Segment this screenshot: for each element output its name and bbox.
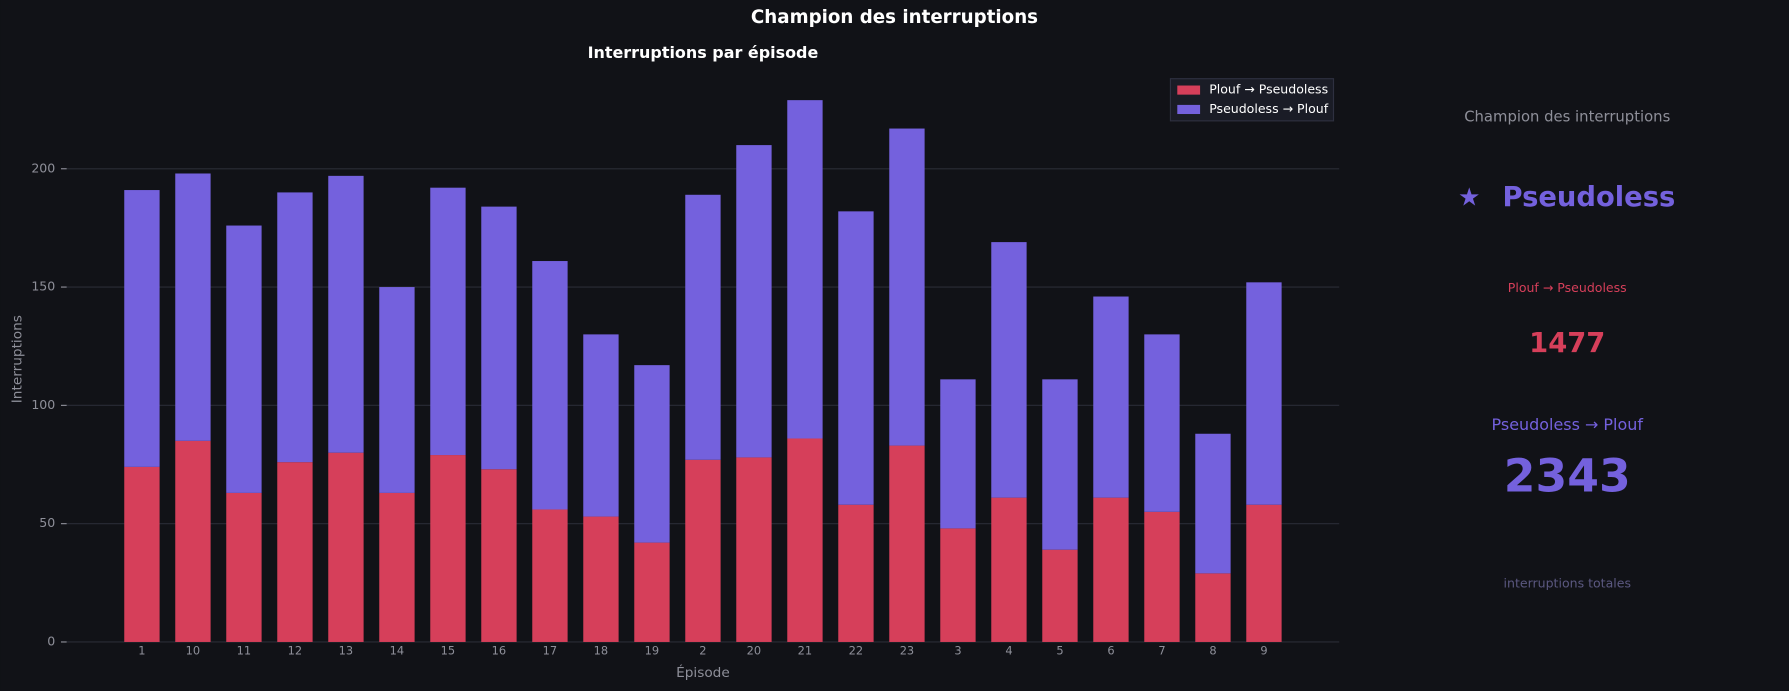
bar-segment xyxy=(532,261,568,510)
x-tick-label: 3 xyxy=(954,644,961,658)
x-tick-label: 2 xyxy=(699,644,706,658)
bar-segment xyxy=(481,469,517,642)
x-tick-label: 23 xyxy=(900,644,915,658)
panel-title: Champion des interruptions xyxy=(1464,108,1670,125)
bar-segment xyxy=(1246,504,1282,642)
bar-segment xyxy=(430,187,466,456)
bar-segment xyxy=(328,452,364,642)
bar-segment xyxy=(1093,497,1129,642)
x-tick-label: 21 xyxy=(798,644,813,658)
legend: Plouf → Pseudoless Pseudoless → Plouf xyxy=(1169,78,1335,122)
bar-segment xyxy=(685,459,721,642)
bar-segment xyxy=(940,379,976,529)
x-tick-label: 17 xyxy=(543,644,557,658)
x-axis-label: Épisode xyxy=(676,663,730,681)
legend-label: Plouf → Pseudoless xyxy=(1209,82,1328,97)
bar-segment xyxy=(889,128,925,446)
y-tick-label: 50 xyxy=(39,515,55,530)
bar-segment xyxy=(175,173,211,441)
bar-segment xyxy=(328,175,364,453)
star-icon: ★ xyxy=(1458,182,1480,211)
bar-segment xyxy=(379,287,415,493)
bar-segment xyxy=(1144,511,1180,642)
x-tick-label: 18 xyxy=(594,644,609,658)
bar-segment xyxy=(685,194,721,460)
bar-segment xyxy=(430,455,466,642)
x-tick-label: 7 xyxy=(1158,644,1165,658)
bar-segment xyxy=(787,100,823,439)
y-tick-label: 200 xyxy=(31,160,55,175)
bar-segment xyxy=(634,365,670,543)
x-tick-label: 5 xyxy=(1056,644,1063,658)
x-tick-label: 4 xyxy=(1005,644,1012,658)
bar-segment xyxy=(1144,334,1180,512)
bar-segment xyxy=(124,466,160,642)
x-tick-label: 9 xyxy=(1260,644,1267,658)
plot: 0 50 100 150 200 1 10 11 12 13 14 15 16 17 18 19 2 20 21 22… xyxy=(31,100,1340,658)
bar-segment xyxy=(889,445,925,642)
bar-segment xyxy=(838,504,874,642)
y-tick-label: 100 xyxy=(31,397,55,412)
bar-segment xyxy=(991,242,1027,498)
bar-segment xyxy=(277,192,313,463)
bar-segment xyxy=(1195,433,1231,574)
bar-segment xyxy=(226,225,262,493)
stat-b-label: Pseudoless → Plouf xyxy=(1492,415,1644,434)
bar-segment xyxy=(379,492,415,642)
x-tick-label: 8 xyxy=(1209,644,1216,658)
y-tick-label: 150 xyxy=(31,279,55,294)
bar-segment xyxy=(838,211,874,505)
bar-segment xyxy=(226,492,262,642)
bar-segment xyxy=(532,509,568,642)
stat-a-value: 1477 xyxy=(1529,328,1605,359)
x-tick-label: 15 xyxy=(441,644,455,658)
bar-segment xyxy=(1042,549,1078,642)
bar-segment xyxy=(583,516,619,642)
bar-segment xyxy=(175,440,211,642)
x-tick-label: 12 xyxy=(288,644,303,658)
bar-segment xyxy=(277,462,313,642)
x-tick-label: 20 xyxy=(747,644,762,658)
x-tick-label: 16 xyxy=(492,644,506,658)
x-tick-label: 14 xyxy=(390,644,405,658)
bar-segment xyxy=(1195,573,1231,642)
panel-footer: interruptions totales xyxy=(1504,575,1631,590)
legend-swatch xyxy=(1177,85,1201,95)
bar-segment xyxy=(736,457,772,642)
bar-segment xyxy=(1042,379,1078,550)
winner-name: Pseudoless xyxy=(1503,182,1676,213)
bar-segment xyxy=(787,438,823,642)
x-tick-label: 13 xyxy=(339,644,354,658)
legend-label: Pseudoless → Plouf xyxy=(1209,101,1329,116)
bar-segment xyxy=(583,334,619,517)
chart-title: Interruptions par épisode xyxy=(588,43,819,62)
bar-segment xyxy=(940,528,976,642)
x-tick-label: 1 xyxy=(138,644,145,658)
x-tick-label: 6 xyxy=(1107,644,1114,658)
stat-a-label: Plouf → Pseudoless xyxy=(1508,280,1627,295)
x-tick-label: 19 xyxy=(645,644,660,658)
stat-b-value: 2343 xyxy=(1504,449,1631,502)
page-title: Champion des interruptions xyxy=(751,7,1038,28)
x-tick-label: 10 xyxy=(186,644,201,658)
bar-segment xyxy=(991,497,1027,642)
x-tick-label: 22 xyxy=(849,644,864,658)
y-axis-label: Interruptions xyxy=(10,315,26,403)
bar-segment xyxy=(124,190,160,467)
legend-swatch xyxy=(1177,104,1201,115)
bar-segment xyxy=(1093,296,1129,498)
y-tick-label: 0 xyxy=(47,633,55,648)
x-tick-label: 11 xyxy=(237,644,252,658)
bar-segment xyxy=(736,145,772,458)
bar-segment xyxy=(634,542,670,642)
bar-segment xyxy=(1246,282,1282,505)
bar-segment xyxy=(481,206,517,470)
